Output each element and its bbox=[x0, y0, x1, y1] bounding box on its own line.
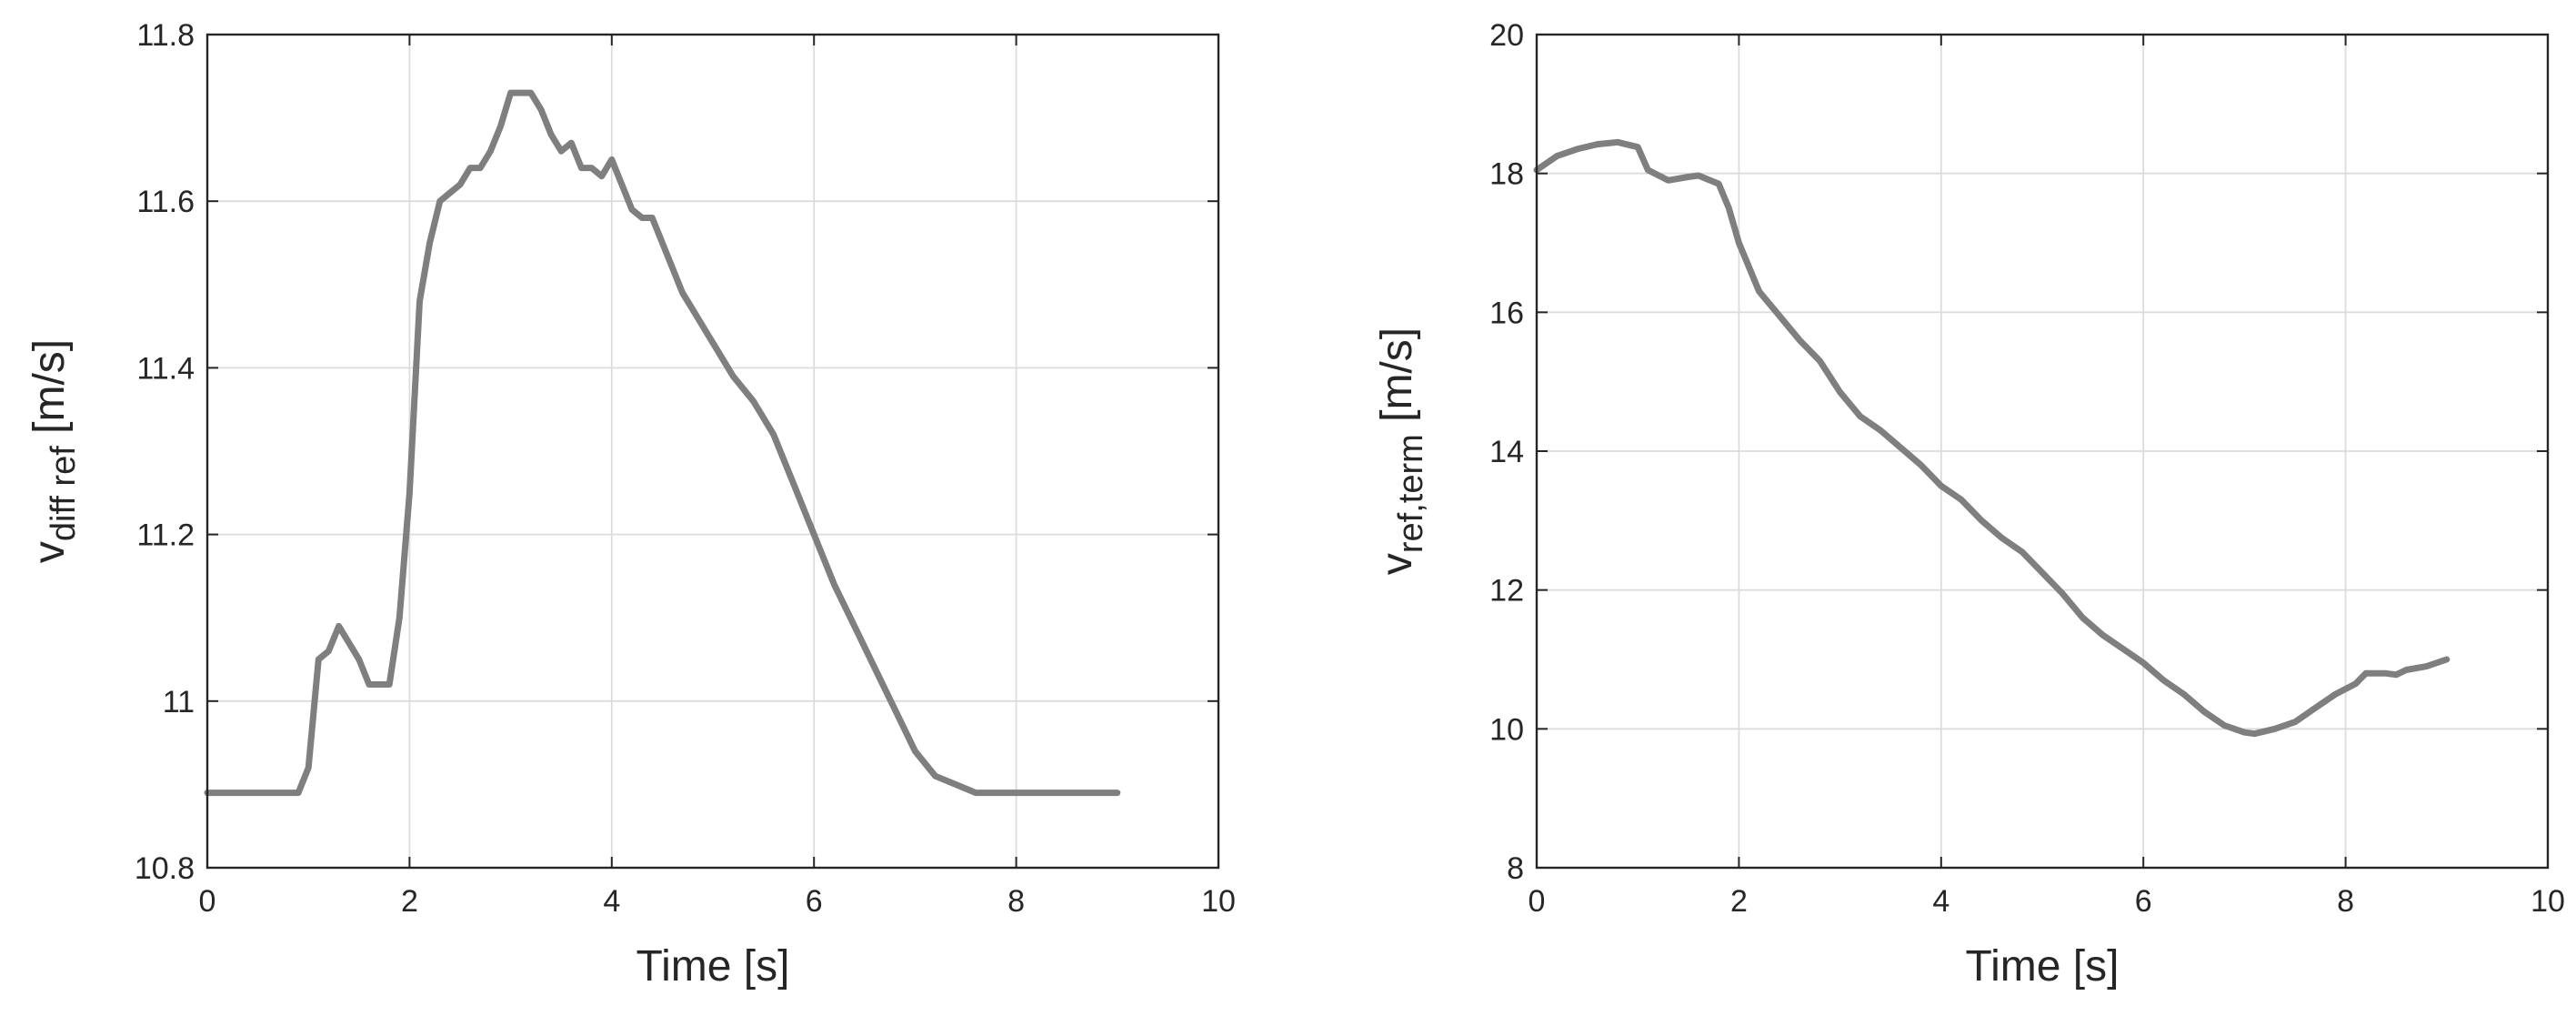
left-plot-area bbox=[207, 35, 1218, 868]
left-y-tick-label: 10.8 bbox=[135, 851, 195, 886]
right-series-line-0 bbox=[1533, 138, 2451, 738]
right-y-tick-label: 12 bbox=[1489, 574, 1524, 609]
right-x-axis-title: Time [s] bbox=[1966, 942, 2120, 991]
right-chart-panel: 0 2 4 6 8 10 8 10 12 14 16 18 20 Time [s] vref,term [m… bbox=[1373, 18, 2565, 991]
left-x-tick-label: 2 bbox=[401, 884, 418, 919]
left-y-tick-label: 11.8 bbox=[136, 18, 195, 53]
left-series-line-0 bbox=[204, 89, 1121, 797]
right-y-axis-title-unit: [m/s] bbox=[1373, 327, 1421, 434]
left-x-axis-title: Time [s] bbox=[636, 942, 790, 991]
right-y-tick-label: 8 bbox=[1507, 851, 1524, 886]
left-y-tick-label: 11.6 bbox=[136, 185, 195, 219]
right-y-axis-title-main: v bbox=[1373, 553, 1421, 575]
left-y-tick-label: 11 bbox=[163, 685, 195, 719]
left-x-tick-label: 8 bbox=[1007, 884, 1025, 919]
right-x-tick-label: 0 bbox=[1529, 884, 1546, 919]
left-x-tick-label: 6 bbox=[806, 884, 823, 919]
right-y-tick-label: 16 bbox=[1489, 296, 1524, 330]
left-axes-box bbox=[205, 33, 1220, 870]
left-y-axis-title: vdiff ref [m/s] bbox=[25, 339, 83, 563]
left-chart-panel: 0 2 4 6 8 10 10.8 11 11.2 11.4 11.6 11.8 Time [s] vdi… bbox=[25, 18, 1236, 991]
right-y-axis-title-subscript: ref,term bbox=[1392, 434, 1430, 553]
right-x-tick-label: 10 bbox=[2531, 884, 2565, 919]
right-y-tick-label: 10 bbox=[1489, 712, 1524, 747]
right-x-tick-label: 2 bbox=[1730, 884, 1748, 919]
left-x-tick-label: 10 bbox=[1201, 884, 1236, 919]
left-y-tick-label: 11.4 bbox=[136, 351, 195, 386]
left-x-tick-label: 0 bbox=[199, 884, 216, 919]
right-axes-box bbox=[1535, 33, 2550, 870]
right-x-tick-label: 6 bbox=[2135, 884, 2152, 919]
right-y-tick-label: 14 bbox=[1489, 435, 1524, 469]
right-y-tick-label: 20 bbox=[1489, 18, 1524, 53]
left-y-axis-title-subscript: diff ref bbox=[45, 446, 83, 541]
right-y-tick-label: 18 bbox=[1489, 157, 1524, 192]
right-x-tick-label: 4 bbox=[1932, 884, 1950, 919]
right-x-tick-label: 8 bbox=[2337, 884, 2354, 919]
left-y-axis-title-main: v bbox=[25, 541, 74, 563]
left-y-axis-title-unit: [m/s] bbox=[25, 339, 74, 446]
right-y-axis-title: vref,term [m/s] bbox=[1373, 327, 1430, 575]
left-x-tick-label: 4 bbox=[603, 884, 620, 919]
left-y-tick-label: 11.2 bbox=[136, 518, 195, 553]
